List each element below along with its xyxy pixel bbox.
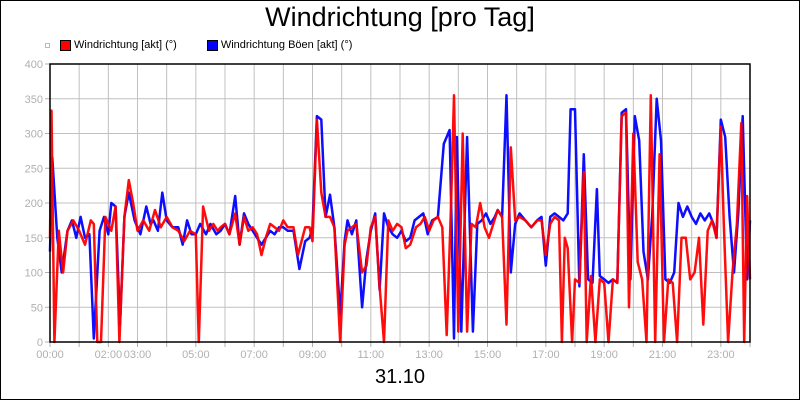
- y-tick-label: 0: [37, 337, 43, 349]
- x-tick-label: 07:00: [240, 349, 268, 361]
- legend-swatch-blue-icon: [206, 39, 218, 51]
- x-axis-date-label: 31.10: [374, 366, 426, 388]
- legend-item-windrichtung-boeen[interactable]: Windrichtung Böen [akt] (°): [206, 39, 353, 51]
- x-tick-label: 13:00: [415, 349, 443, 361]
- x-tick-label: 03:00: [124, 349, 152, 361]
- x-tick-label: 17:00: [532, 349, 560, 361]
- chart-legend: Windrichtung [akt] (°) Windrichtung Böen…: [45, 38, 382, 52]
- y-tick-label: 250: [25, 163, 43, 175]
- x-tick-label: 11:00: [357, 349, 384, 361]
- x-tick-label: 09:00: [299, 349, 327, 361]
- y-tick-label: 150: [25, 233, 43, 245]
- y-tick-label: 400: [25, 59, 43, 71]
- y-tick-label: 100: [25, 268, 43, 280]
- y-tick-label: 200: [25, 198, 43, 210]
- x-tick-label: 00:00: [36, 349, 64, 361]
- legend-item-windrichtung[interactable]: Windrichtung [akt] (°): [60, 39, 177, 51]
- x-tick-label: 05:00: [182, 349, 210, 361]
- plot-border: [49, 63, 751, 343]
- series-line-windrichtung: [48, 94, 752, 344]
- legend-label-windrichtung-boeen: Windrichtung Böen [akt] (°): [220, 39, 353, 51]
- x-tick-label: 02:00: [95, 349, 123, 361]
- series-line-windrichtung-boeen: [48, 94, 752, 340]
- legend-toggle-icon[interactable]: [45, 42, 50, 48]
- legend-label-windrichtung: Windrichtung [akt] (°): [74, 39, 177, 51]
- y-tick-label: 300: [25, 129, 43, 141]
- x-tick-label: 23:00: [707, 349, 735, 361]
- y-tick-label: 350: [25, 94, 43, 106]
- legend-swatch-red-icon: [60, 39, 71, 51]
- x-tick-label: 15:00: [474, 349, 502, 361]
- y-tick-label: 50: [31, 302, 43, 314]
- chart-title: Windrichtung [pro Tag]: [265, 2, 535, 32]
- x-tick-label: 21:00: [649, 349, 677, 361]
- x-tick-label: 19:00: [590, 349, 618, 361]
